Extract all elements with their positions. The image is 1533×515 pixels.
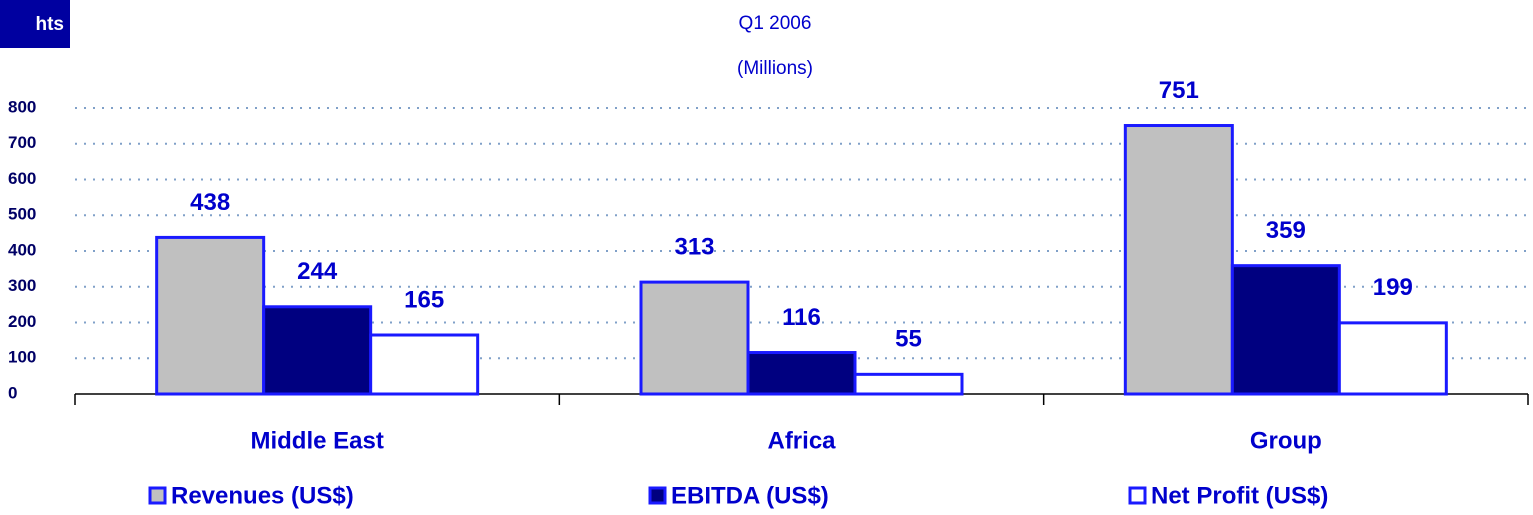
data-label: 244	[297, 258, 338, 285]
bar	[1337, 321, 1448, 396]
data-label: 359	[1266, 217, 1306, 244]
x-tick-label: Group	[1250, 427, 1322, 454]
data-label: 165	[404, 286, 444, 313]
y-tick-label: 800	[8, 97, 36, 116]
y-tick-label: 300	[8, 276, 36, 295]
bar	[746, 351, 857, 396]
legend-swatch	[648, 486, 667, 505]
y-tick-label: 0	[8, 383, 17, 402]
y-tick-label: 600	[8, 169, 36, 188]
legend-label: EBITDA (US$)	[671, 482, 829, 509]
chart-subtitle: (Millions)	[737, 58, 813, 79]
data-label: 55	[895, 326, 922, 353]
y-tick-label: 700	[8, 133, 36, 152]
legend-label: Net Profit (US$)	[1151, 482, 1328, 509]
legend-swatch	[1128, 486, 1147, 505]
data-label: 313	[674, 233, 714, 260]
data-label: 438	[190, 189, 230, 216]
bar	[262, 305, 373, 396]
legend-swatch	[148, 486, 167, 505]
y-tick-label: 200	[8, 312, 36, 331]
data-label: 116	[782, 304, 821, 331]
data-label: 751	[1159, 77, 1199, 104]
legend-label: Revenues (US$)	[171, 482, 354, 509]
badge-box	[0, 0, 70, 48]
data-label: 199	[1373, 274, 1413, 301]
chart-title: Q1 2006	[739, 13, 812, 34]
bar	[639, 280, 750, 396]
y-tick-label: 500	[8, 205, 36, 224]
bar	[155, 235, 266, 396]
x-tick-label: Middle East	[250, 427, 383, 454]
y-tick-label: 400	[8, 240, 36, 259]
bar	[853, 372, 964, 396]
bar	[1230, 264, 1341, 396]
y-tick-label: 100	[8, 348, 36, 367]
bar	[1123, 124, 1234, 396]
bar	[369, 333, 480, 396]
x-tick-label: Africa	[767, 427, 836, 454]
badge-text: hts	[36, 14, 65, 35]
